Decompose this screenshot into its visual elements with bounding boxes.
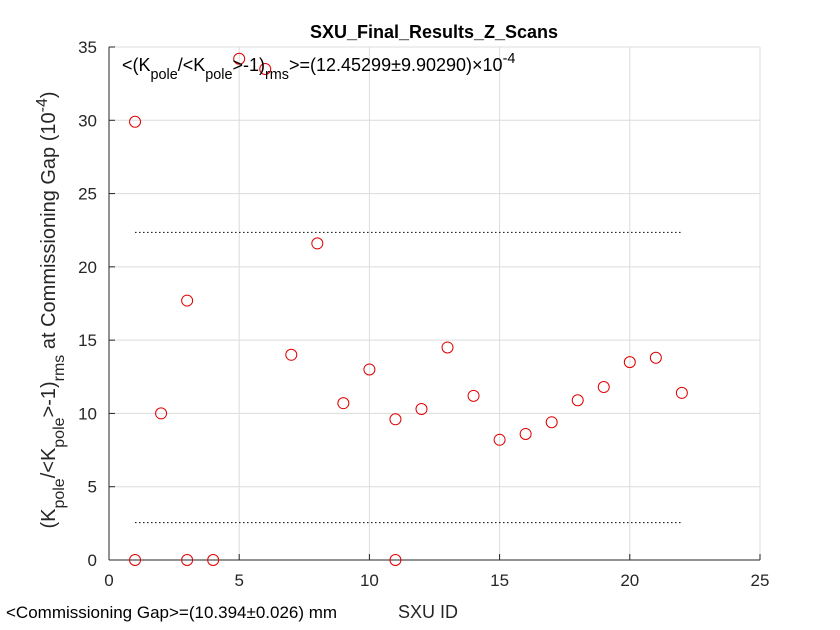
data-point [337,397,350,410]
data-point [519,427,532,440]
data-point [207,554,220,566]
data-point [415,403,428,416]
grid [108,46,761,561]
y-tick-label: 25 [78,185,97,204]
x-tick-label: 25 [751,571,770,590]
data-point [623,356,636,369]
data-point [597,381,610,394]
data-point [493,433,506,446]
x-tick-label: 0 [104,571,113,590]
y-tick-label: 20 [78,258,97,277]
x-tick-label: 10 [360,571,379,590]
y-tick-label: 35 [78,38,97,57]
data-point [181,294,194,307]
chart-title: SXU_Final_Results_Z_Scans [310,22,558,42]
data-point [467,389,480,402]
data-point [389,554,402,566]
y-tick-label: 0 [88,551,97,570]
data-point [259,62,272,75]
data-point [233,52,246,65]
data-point [441,341,454,354]
axes [108,46,761,561]
data-point [311,237,324,250]
reference-lines [135,231,682,524]
data-point [649,351,662,364]
y-tick-label: 5 [88,478,97,497]
y-axis-label: (Kpole/<Kpole>-1)rms at Commissioning Ga… [34,91,68,528]
tick-labels: 0 5 10 15 20 25 0 5 10 15 20 25 30 35 [78,38,769,590]
data-point [389,413,402,426]
data-point [181,554,194,566]
y-tick-label: 15 [78,331,97,350]
rms-annotation: <(Kpole/<Kpole>-1)rms>=(12.45299±9.90290… [122,51,515,83]
data-points [129,52,688,566]
data-point [363,363,376,376]
data-point [129,115,142,128]
data-point [129,554,142,566]
data-point [675,386,688,399]
data-point [545,416,558,429]
x-tick-label: 5 [234,571,243,590]
x-axis-label: SXU ID [398,602,458,622]
x-tick-label: 15 [490,571,509,590]
data-point [571,394,584,407]
data-point [285,348,298,361]
commissioning-gap-footnote: <Commissioning Gap>=(10.394±0.026) mm [6,603,337,622]
y-tick-label: 30 [78,111,97,130]
data-point [155,407,168,420]
y-tick-label: 10 [78,404,97,423]
x-tick-label: 20 [620,571,639,590]
